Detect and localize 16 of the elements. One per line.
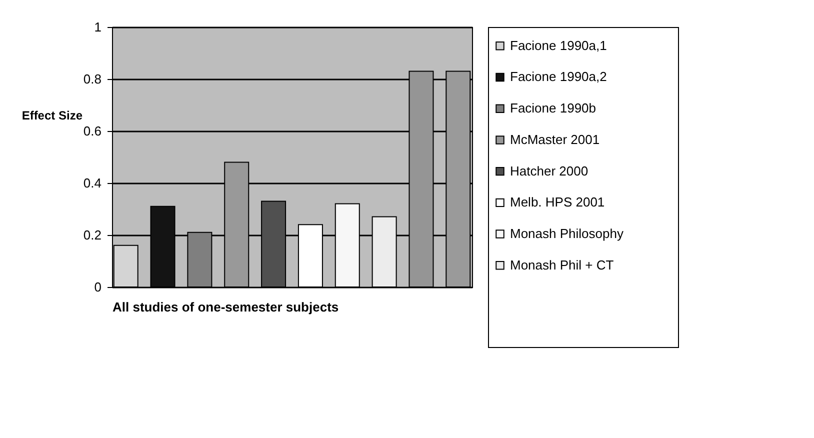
- y-tick-label: 0.4: [83, 176, 102, 190]
- y-tick-label: 0: [94, 280, 102, 294]
- legend-label: Hatcher 2000: [510, 163, 588, 178]
- legend-label: Facione 1990b: [510, 100, 596, 116]
- legend-label: Monash Phil + CT: [510, 257, 614, 272]
- legend-label: Facione 1990a,2: [510, 69, 607, 84]
- legend-label: Monash Philosophy: [510, 226, 624, 242]
- legend-label: Melb. HPS 2001: [510, 194, 605, 210]
- y-axis-title: Effect Size: [22, 108, 83, 122]
- y-tick-label: 0.6: [83, 124, 102, 138]
- y-tick-label: 0.8: [83, 72, 102, 86]
- legend-label: Facione 1990a,1: [510, 38, 607, 53]
- y-tick-label: 1: [94, 20, 102, 34]
- legend-label: McMaster 2001: [510, 132, 600, 147]
- y-tick-label: 0.2: [83, 228, 102, 242]
- x-axis-title: All studies of one-semester subjects: [112, 300, 339, 314]
